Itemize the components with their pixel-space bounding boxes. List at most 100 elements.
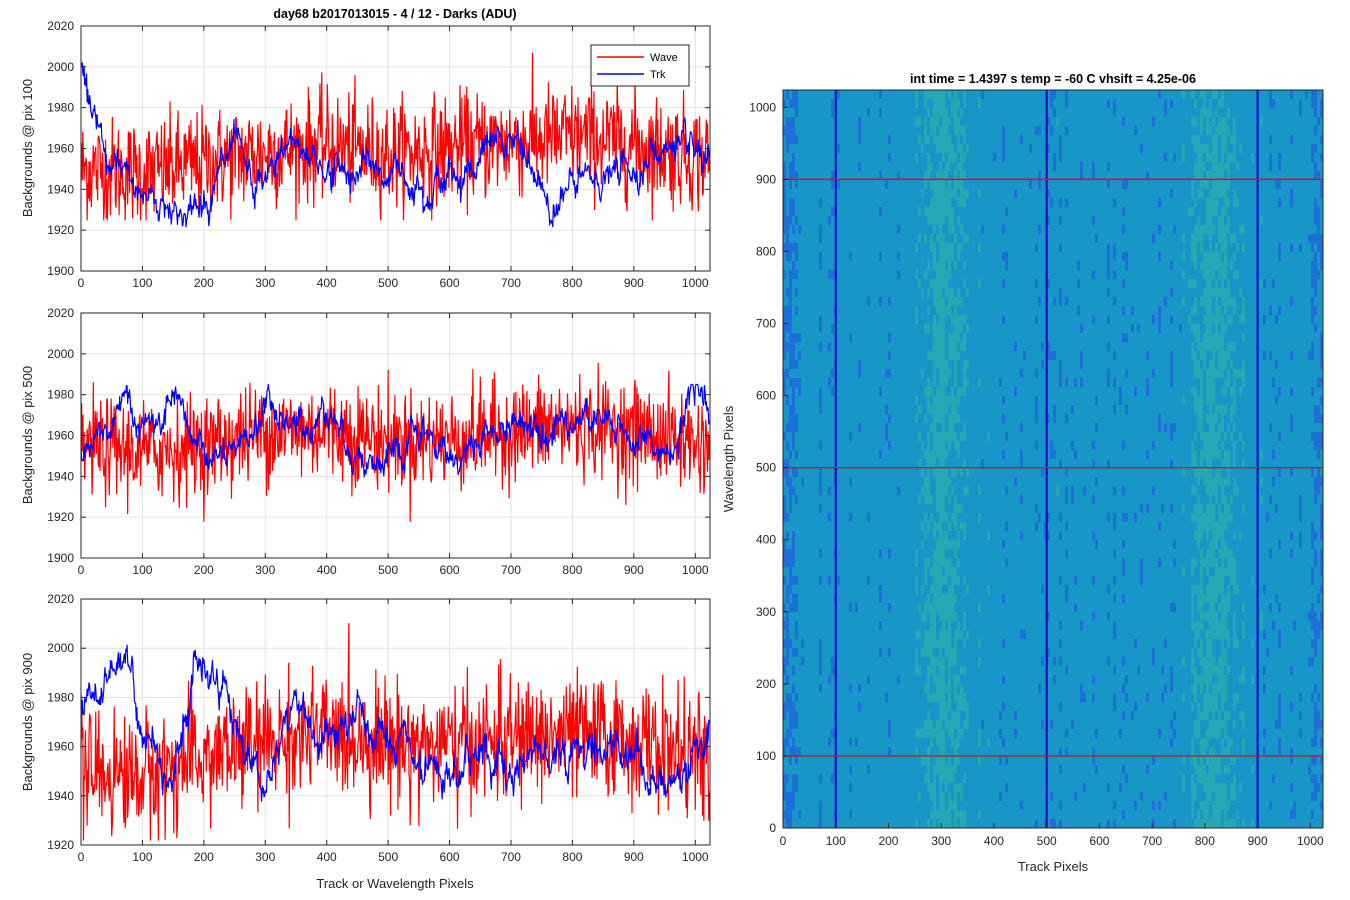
image-cell: [855, 477, 859, 487]
image-cell: [825, 90, 829, 100]
image-cell: [870, 477, 874, 487]
image-cell: [864, 270, 868, 280]
image-cell: [804, 675, 808, 685]
image-cell: [915, 621, 919, 631]
image-cell: [903, 234, 907, 244]
image-cell: [783, 117, 787, 127]
image-cell: [924, 639, 928, 649]
image-cell: [873, 540, 877, 550]
image-cell: [951, 747, 955, 757]
image-cell: [909, 711, 913, 721]
image-cell: [948, 207, 952, 217]
image-cell: [810, 387, 814, 397]
image-cell: [891, 612, 895, 622]
image-cell: [939, 576, 943, 586]
image-cell: [822, 756, 826, 766]
image-cell: [801, 558, 805, 568]
image-cell: [888, 180, 892, 190]
image-cell: [951, 324, 955, 334]
image-cell: [912, 558, 916, 568]
image-cell: [828, 594, 832, 604]
image-cell: [855, 702, 859, 712]
image-cell: [822, 99, 826, 109]
image-cell: [846, 432, 850, 442]
image-cell: [861, 396, 865, 406]
image-cell: [813, 711, 817, 721]
image-cell: [795, 657, 799, 667]
image-cell: [894, 171, 898, 181]
image-cell: [942, 513, 946, 523]
image-cell: [897, 117, 901, 127]
image-cell: [870, 585, 874, 595]
image-cell: [852, 756, 856, 766]
image-cell: [903, 333, 907, 343]
image-cell: [798, 576, 802, 586]
image-cell: [942, 333, 946, 343]
image-cell: [813, 432, 817, 442]
image-cell: [870, 657, 874, 667]
image-cell: [951, 675, 955, 685]
image-cell: [903, 108, 907, 118]
image-cell: [792, 495, 796, 505]
image-cell: [816, 666, 820, 676]
image-cell: [846, 342, 850, 352]
image-cell: [918, 702, 922, 712]
image-cell: [816, 684, 820, 694]
image-cell: [942, 90, 946, 100]
image-cell: [831, 495, 835, 505]
image-cell: [930, 603, 934, 613]
image-cell: [879, 198, 883, 208]
image-cell: [951, 306, 955, 316]
image-cell: [882, 414, 886, 424]
image-cell: [786, 450, 790, 460]
image-cell: [822, 306, 826, 316]
image-cell: [804, 567, 808, 577]
image-cell: [819, 360, 823, 370]
image-cell: [867, 297, 871, 307]
image-cell: [939, 459, 943, 469]
image-cell: [792, 126, 796, 136]
image-cell: [915, 90, 919, 100]
image-cell: [936, 522, 940, 532]
image-cell: [819, 216, 823, 226]
image-cell: [792, 594, 796, 604]
image-cell: [921, 684, 925, 694]
image-cell: [915, 738, 919, 748]
image-cell: [816, 225, 820, 235]
image-cell: [912, 252, 916, 262]
image-cell: [894, 162, 898, 172]
image-cell: [930, 729, 934, 739]
image-cell: [921, 225, 925, 235]
image-cell: [906, 450, 910, 460]
image-cell: [876, 117, 880, 127]
image-cell: [795, 270, 799, 280]
image-cell: [870, 360, 874, 370]
image-cell: [816, 513, 820, 523]
legend-label-wave: Wave: [650, 52, 678, 64]
image-cell: [858, 324, 862, 334]
x-tick-label: 800: [562, 850, 582, 864]
image-cell: [786, 405, 790, 415]
image-cell: [849, 468, 853, 478]
image-cell: [888, 315, 892, 325]
image-cell: [894, 729, 898, 739]
image-cell: [825, 621, 829, 631]
image-cell: [942, 351, 946, 361]
image-cell: [912, 153, 916, 163]
image-cell: [936, 441, 940, 451]
image-cell: [831, 153, 835, 163]
image-cell: [792, 315, 796, 325]
image-cell: [903, 648, 907, 658]
image-cell: [867, 423, 871, 433]
image-cell: [885, 630, 889, 640]
image-cell: [828, 549, 832, 559]
image-cell: [807, 801, 811, 811]
image-cell: [867, 234, 871, 244]
image-cell: [843, 432, 847, 442]
image-cell: [954, 342, 958, 352]
image-cell: [810, 216, 814, 226]
image-cell: [867, 567, 871, 577]
image-cell: [912, 180, 916, 190]
image-cell: [858, 612, 862, 622]
image-cell: [921, 513, 925, 523]
